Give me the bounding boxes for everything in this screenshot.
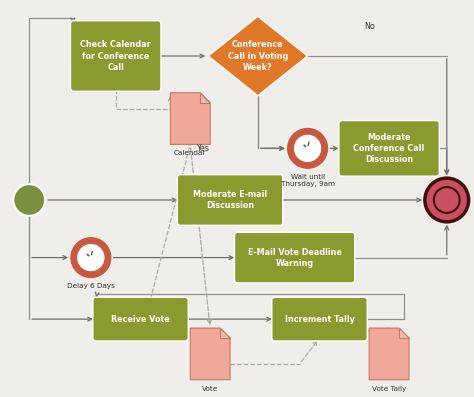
Text: Increment Tally: Increment Tally <box>284 315 355 324</box>
Text: Receive Vote: Receive Vote <box>111 315 170 324</box>
Text: Check Calendar
for Conference
Call: Check Calendar for Conference Call <box>81 40 151 71</box>
Polygon shape <box>399 328 409 338</box>
Polygon shape <box>208 16 308 96</box>
Text: Moderate
Conference Call
Discussion: Moderate Conference Call Discussion <box>354 133 425 164</box>
FancyBboxPatch shape <box>235 232 355 283</box>
FancyBboxPatch shape <box>339 121 439 176</box>
Circle shape <box>71 238 111 278</box>
Polygon shape <box>170 93 210 145</box>
Polygon shape <box>190 328 230 380</box>
Circle shape <box>288 129 328 168</box>
Text: Conference
Call in Voting
Week?: Conference Call in Voting Week? <box>228 40 288 71</box>
Circle shape <box>13 184 45 216</box>
Polygon shape <box>200 93 210 103</box>
Text: Yes: Yes <box>196 144 209 153</box>
Text: Moderate E-mail
Discussion: Moderate E-mail Discussion <box>193 190 267 210</box>
Polygon shape <box>220 328 230 338</box>
Text: Vote Tally: Vote Tally <box>372 385 406 392</box>
Text: Delay 6 Days: Delay 6 Days <box>67 283 115 289</box>
Text: E-Mail Vote Deadline
Warning: E-Mail Vote Deadline Warning <box>248 248 342 268</box>
Text: Calendar: Calendar <box>174 150 207 156</box>
Circle shape <box>434 187 460 213</box>
Text: Wait until
Thursday, 9am: Wait until Thursday, 9am <box>281 174 335 187</box>
Text: No: No <box>364 22 374 31</box>
FancyBboxPatch shape <box>272 297 367 341</box>
FancyBboxPatch shape <box>177 175 283 225</box>
Circle shape <box>76 243 105 272</box>
Polygon shape <box>369 328 409 380</box>
Circle shape <box>425 178 469 222</box>
Text: Vote: Vote <box>202 385 219 392</box>
Circle shape <box>293 134 322 163</box>
FancyBboxPatch shape <box>93 297 188 341</box>
FancyBboxPatch shape <box>71 21 161 91</box>
